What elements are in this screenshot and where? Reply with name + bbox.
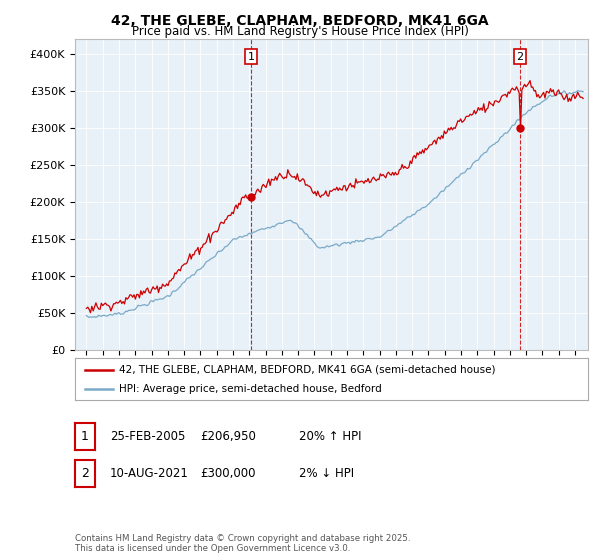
- Text: 42, THE GLEBE, CLAPHAM, BEDFORD, MK41 6GA (semi-detached house): 42, THE GLEBE, CLAPHAM, BEDFORD, MK41 6G…: [119, 365, 495, 375]
- Text: 42, THE GLEBE, CLAPHAM, BEDFORD, MK41 6GA: 42, THE GLEBE, CLAPHAM, BEDFORD, MK41 6G…: [111, 14, 489, 28]
- Text: 2: 2: [517, 52, 523, 62]
- Text: Price paid vs. HM Land Registry's House Price Index (HPI): Price paid vs. HM Land Registry's House …: [131, 25, 469, 38]
- Text: 10-AUG-2021: 10-AUG-2021: [110, 466, 188, 480]
- Text: £300,000: £300,000: [200, 466, 256, 480]
- Text: HPI: Average price, semi-detached house, Bedford: HPI: Average price, semi-detached house,…: [119, 384, 382, 394]
- Text: 2% ↓ HPI: 2% ↓ HPI: [299, 466, 354, 480]
- Text: £206,950: £206,950: [200, 430, 256, 444]
- Text: 2: 2: [81, 466, 89, 480]
- Text: 20% ↑ HPI: 20% ↑ HPI: [299, 430, 361, 444]
- Text: 1: 1: [248, 52, 255, 62]
- Text: Contains HM Land Registry data © Crown copyright and database right 2025.
This d: Contains HM Land Registry data © Crown c…: [75, 534, 410, 553]
- Text: 1: 1: [81, 430, 89, 444]
- Text: 25-FEB-2005: 25-FEB-2005: [110, 430, 185, 444]
